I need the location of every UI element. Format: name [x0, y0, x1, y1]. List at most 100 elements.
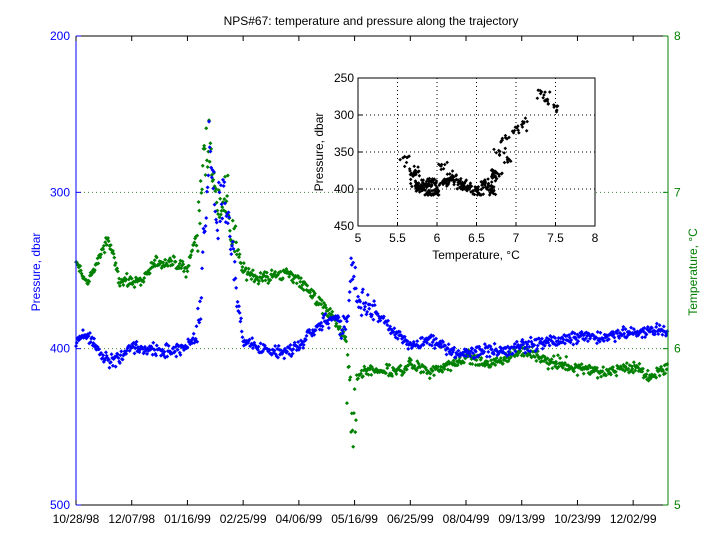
pressure-point — [108, 360, 113, 365]
temperature-point — [234, 240, 239, 245]
pressure-point — [207, 145, 212, 150]
inset-point — [401, 156, 405, 160]
pressure-point — [473, 349, 478, 354]
pressure-point — [91, 341, 96, 346]
pressure-point — [482, 349, 487, 354]
inset-point — [464, 178, 469, 182]
inset-point — [417, 190, 422, 194]
temperature-point — [112, 255, 117, 260]
temperature-point — [351, 444, 356, 449]
temperature-point — [110, 248, 115, 253]
pressure-point — [297, 345, 302, 350]
x-tick-label: 05/16/99 — [331, 512, 378, 526]
pressure-point — [191, 336, 196, 341]
temperature-point — [115, 266, 120, 271]
temperature-point — [337, 324, 342, 329]
pressure-point — [362, 307, 367, 312]
temperature-point — [199, 190, 204, 195]
inset-point — [460, 183, 464, 188]
inset-point — [433, 191, 437, 196]
inset-point — [413, 183, 418, 188]
inset-point — [467, 185, 472, 190]
pressure-point — [339, 336, 344, 341]
inset-point — [425, 177, 430, 181]
pressure-point — [230, 243, 235, 248]
temperature-point — [644, 372, 649, 377]
pressure-point — [303, 337, 308, 342]
temperature-point — [474, 358, 479, 363]
temperature-point — [344, 401, 349, 406]
temperature-point — [595, 375, 600, 380]
inset-point — [541, 96, 545, 100]
pressure-point — [381, 314, 386, 319]
pressure-point — [238, 319, 243, 324]
temperature-point — [300, 282, 305, 287]
temperature-point — [663, 371, 668, 376]
pressure-point — [109, 352, 114, 357]
inset-point — [407, 154, 411, 159]
pressure-point — [487, 354, 492, 359]
inset-point — [431, 193, 436, 197]
inset-point — [424, 179, 429, 184]
pressure-point — [395, 336, 400, 341]
inset-point — [425, 193, 430, 197]
inset-point — [410, 184, 414, 189]
pressure-point — [537, 336, 542, 341]
pressure-point — [482, 342, 487, 347]
inset-point — [493, 179, 498, 183]
temperature-point — [249, 277, 254, 282]
inset-point — [448, 172, 452, 176]
pressure-point — [654, 321, 659, 326]
pressure-point — [484, 354, 489, 359]
temperature-point — [599, 374, 604, 379]
pressure-point — [288, 343, 293, 348]
pressure-point — [644, 332, 649, 337]
inset-series — [398, 88, 560, 197]
inset-point — [536, 88, 541, 93]
pressure-point — [606, 337, 611, 342]
inset-point — [458, 181, 462, 185]
temperature-point — [421, 370, 426, 375]
pressure-point — [117, 361, 122, 366]
inset-point — [454, 177, 459, 182]
inset-x-tick-label: 5.5 — [389, 231, 406, 245]
inset-point — [468, 181, 473, 185]
temperature-point — [436, 364, 441, 369]
pressure-point — [197, 320, 202, 325]
pressure-point — [227, 215, 232, 220]
temperature-point — [344, 339, 349, 344]
pressure-point — [363, 304, 368, 309]
pressure-point — [425, 340, 430, 345]
temperature-point — [246, 266, 251, 271]
pressure-point — [641, 329, 646, 334]
inset-point — [507, 135, 511, 140]
pressure-point — [468, 354, 473, 359]
pressure-point — [233, 276, 238, 281]
temperature-point — [521, 353, 526, 358]
temperature-point — [352, 387, 357, 392]
x-tick-label: 10/23/99 — [554, 512, 601, 526]
inset-point — [462, 186, 467, 190]
pressure-point — [622, 331, 627, 336]
pressure-point — [174, 354, 179, 359]
pressure-point — [282, 356, 287, 361]
temperature-point — [278, 269, 283, 274]
temperature-point — [195, 249, 200, 254]
inset-point — [488, 187, 492, 192]
pressure-point — [615, 328, 620, 333]
inset-point — [465, 187, 470, 191]
inset-point — [484, 187, 489, 191]
temperature-point — [236, 255, 241, 260]
inset-point — [490, 188, 494, 193]
inset-point — [451, 175, 455, 179]
temperature-point — [154, 255, 159, 260]
temperature-point — [455, 363, 460, 368]
pressure-point — [456, 348, 461, 353]
temperature-point — [207, 159, 212, 164]
temperature-point — [633, 368, 638, 373]
temperature-point — [334, 321, 339, 326]
inset-point — [492, 175, 496, 179]
pressure-point — [349, 256, 354, 261]
inset-point — [489, 189, 494, 194]
inset-point — [505, 137, 509, 141]
